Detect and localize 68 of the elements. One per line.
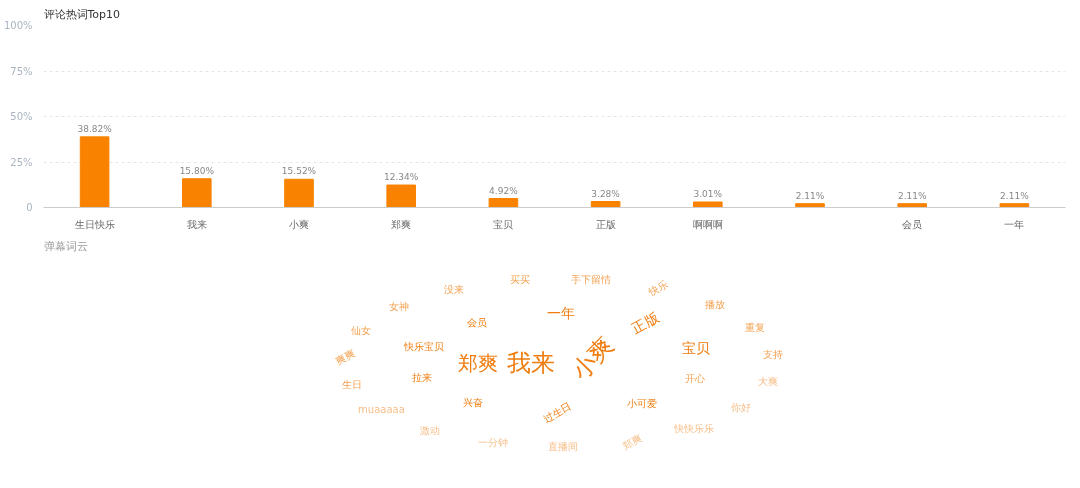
text: 直播间 (548, 441, 578, 453)
data-label: 3.01% (693, 189, 723, 200)
text: 大爽 (758, 376, 779, 388)
text: 小爽 (565, 330, 620, 385)
text: 郑爽 (621, 432, 644, 452)
data-label: 2.11% (897, 190, 927, 201)
text: 支持 (763, 348, 784, 360)
text: 郑爽 (458, 350, 499, 375)
data-label: 38.82% (77, 123, 113, 134)
bar (386, 184, 417, 208)
data-label: 3.28% (591, 188, 621, 199)
y-tick-label: 50% (10, 111, 33, 122)
text: muaaaaa (358, 404, 405, 416)
text: 快乐 (645, 278, 670, 299)
data-label: 2.11% (795, 190, 825, 201)
x-tick-label: 一年 (1004, 218, 1025, 230)
x-tick-label: 郑爽 (391, 218, 412, 230)
text: 会员 (466, 316, 487, 328)
text: 弹幕词云 (43, 239, 88, 253)
text: 重复 (744, 322, 765, 334)
bar (181, 178, 212, 208)
text: 过生日 (541, 400, 574, 425)
text: 开心 (684, 373, 705, 385)
text: 兴奋 (463, 397, 484, 409)
text: 一年 (547, 304, 576, 321)
text: 宝贝 (682, 340, 711, 357)
text: 快乐宝贝 (402, 341, 444, 353)
text: 爽爽 (333, 347, 357, 367)
x-tick-label: 宝贝 (493, 218, 514, 230)
data-label: 15.52% (281, 166, 317, 177)
x-tick-label: 会员 (902, 218, 923, 230)
y-tick-label: 25% (10, 156, 33, 168)
x-tick-label: 正版 (595, 218, 616, 230)
bar (284, 178, 314, 208)
text: 快快乐乐 (673, 422, 715, 434)
data-label: 12.34% (384, 172, 419, 183)
x-tick-label: 我来 (186, 218, 207, 230)
text: 激动 (420, 424, 441, 436)
text: 没来 (443, 283, 464, 295)
x-tick-label: 小爽 (289, 218, 309, 230)
text: 你好 (731, 402, 752, 414)
text: 仙女 (351, 324, 371, 336)
y-tick-label: 100% (3, 20, 33, 31)
text: 生日 (341, 379, 362, 391)
text: 我来 (506, 348, 555, 377)
text: 手下留情 (570, 273, 611, 285)
chart-title: 评论热词Top10 (43, 7, 121, 21)
bar (999, 203, 1030, 208)
data-label: 4.92% (489, 185, 519, 196)
text: 女神 (388, 301, 409, 313)
bar (897, 203, 928, 208)
text: 一分钟 (478, 437, 509, 449)
text: 买买 (510, 274, 531, 286)
x-tick-label: 啊啊啊 (692, 218, 723, 230)
bar (488, 198, 519, 208)
text: 拉来 (412, 371, 433, 383)
data-label: 2.11% (1000, 190, 1030, 201)
y-tick-label: 0 (26, 202, 33, 213)
bar (79, 136, 110, 208)
text: 播放 (704, 299, 725, 311)
bar (692, 201, 723, 208)
data-label: 15.80% (179, 165, 215, 176)
text: 小可爱 (626, 397, 657, 409)
bar (795, 203, 825, 208)
text: 正版 (629, 309, 662, 337)
x-tick-label: 生日快乐 (74, 218, 115, 230)
bar (590, 201, 621, 208)
y-tick-label: 75% (10, 65, 33, 77)
